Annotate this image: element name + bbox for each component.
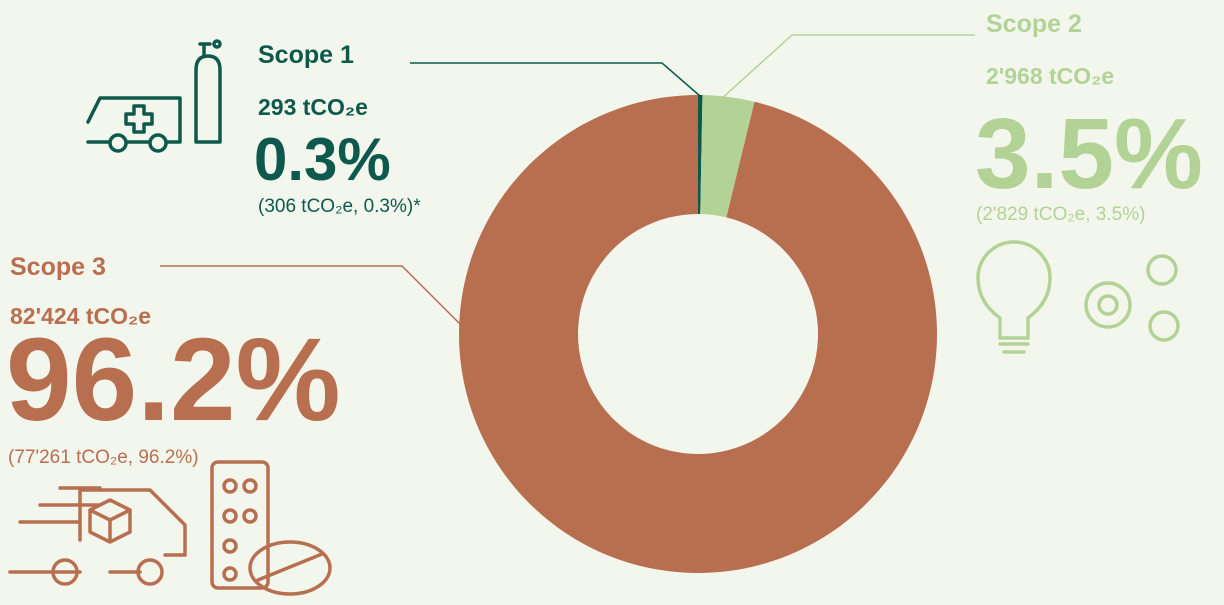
previous-label: (2'829 tCO₂e, 3.5%) — [976, 204, 1145, 225]
leader-line — [160, 265, 463, 327]
category-label: Scope 3 — [10, 253, 106, 281]
donut — [458, 94, 937, 573]
scope2-icons — [976, 240, 1180, 354]
emissions-label: 82'424 tCO₂e — [10, 303, 151, 329]
category-label: Scope 1 — [258, 41, 354, 69]
scope3-icons — [8, 460, 332, 596]
emissions-label: 2'968 tCO₂e — [986, 63, 1114, 89]
leader-line — [410, 62, 701, 97]
slice — [698, 94, 703, 215]
emissions-label: 293 tCO₂e — [258, 94, 368, 120]
scope1-icons — [86, 39, 222, 153]
value-label: 0.3% — [254, 126, 391, 193]
previous-label: (77'261 tCO₂e, 96.2%) — [8, 447, 199, 468]
value-label: 96.2% — [6, 314, 341, 446]
previous-label: (306 tCO₂e, 0.3%)* — [258, 196, 421, 217]
leader-line — [719, 34, 975, 101]
slice — [700, 95, 755, 218]
category-label: Scope 2 — [986, 10, 1082, 38]
slice — [458, 95, 937, 573]
value-label: 3.5% — [975, 98, 1203, 210]
